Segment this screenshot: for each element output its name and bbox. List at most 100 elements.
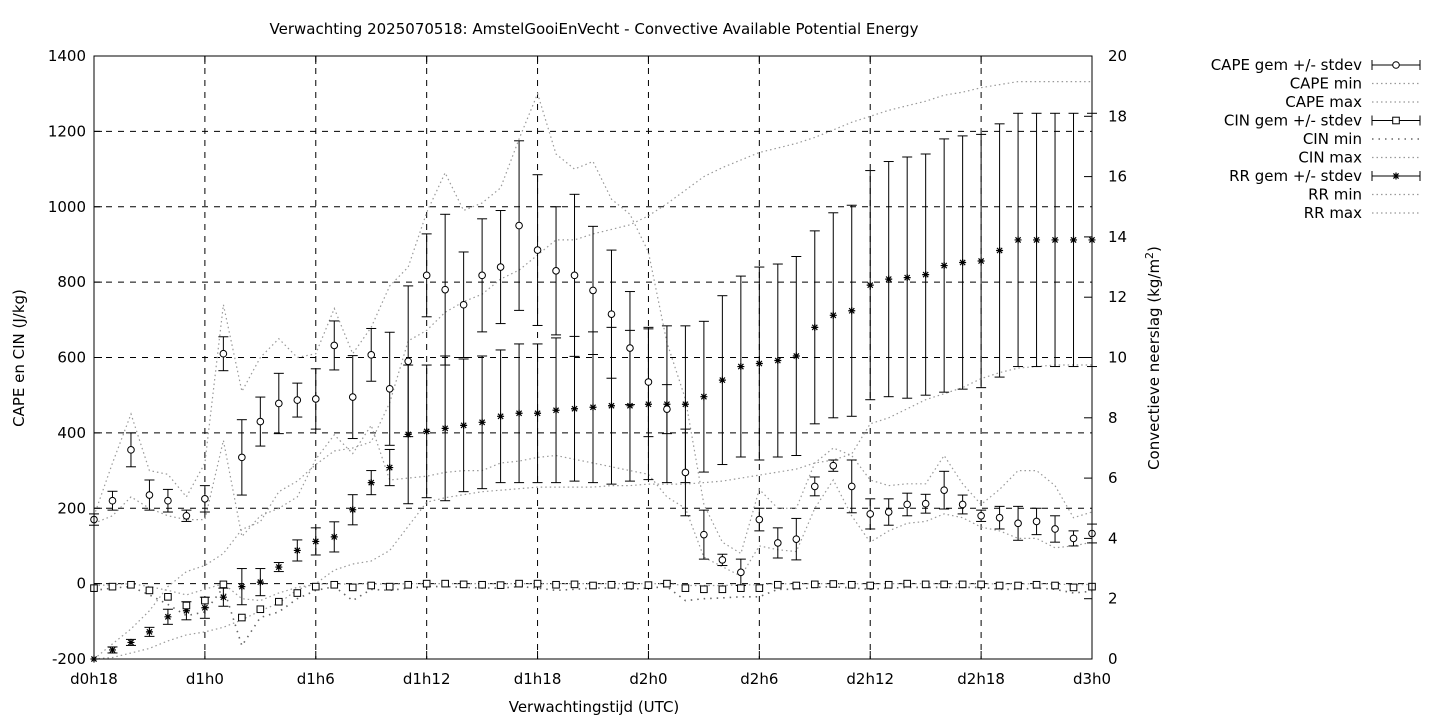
legend-label: CIN gem +/- stdev	[1224, 112, 1362, 130]
rr-mean-point	[219, 593, 227, 601]
y2-tick-label: 12	[1108, 288, 1127, 306]
rr-mean-point	[848, 307, 856, 315]
rr-mean-point	[367, 479, 375, 487]
cape-mean-point	[441, 285, 449, 294]
cin-mean-point	[422, 579, 431, 588]
cin-mean-point	[737, 584, 745, 592]
series-layer	[89, 80, 1097, 663]
cape-mean-point	[238, 453, 246, 462]
cin-mean-point	[755, 584, 764, 592]
x-tick-label: d1h12	[403, 670, 451, 688]
legend-label: CAPE max	[1285, 93, 1362, 111]
y2-tick-label: 4	[1108, 529, 1118, 547]
cin-mean-point	[995, 581, 1004, 590]
cape-mean-point	[589, 286, 597, 295]
rr-mean-point	[829, 311, 837, 319]
rr-min-line	[93, 364, 1092, 660]
cape-mean-point	[663, 405, 671, 413]
cape-mean-point	[275, 399, 283, 408]
rr-mean-point	[1051, 236, 1059, 244]
cin-mean-point	[810, 580, 819, 589]
rr-mean-point	[792, 352, 800, 360]
cape-mean-point	[145, 491, 154, 499]
cin-mean-point	[219, 580, 228, 589]
legend-marker	[1392, 61, 1400, 69]
rr-mean-point	[164, 613, 172, 621]
rr-mean-point	[182, 607, 190, 615]
cape-mean-point	[958, 500, 967, 509]
cape-mean-point	[256, 417, 265, 426]
cin-mean-point	[145, 586, 154, 595]
rr-mean-point	[700, 393, 708, 401]
cin-mean-point	[977, 580, 985, 589]
rr-mean-point	[940, 262, 948, 270]
cin-mean-point	[1032, 580, 1041, 589]
legend-marker	[1392, 172, 1400, 180]
cin-mean-point	[700, 585, 708, 594]
axis-ticks	[93, 55, 1093, 660]
cin-mean-point	[866, 581, 875, 590]
cape-mean-point	[459, 300, 468, 309]
cape-mean-point	[607, 310, 616, 318]
x-tick-label: d0h18	[70, 670, 118, 688]
legend-label: CAPE min	[1290, 75, 1362, 93]
cape-mean-point	[348, 393, 357, 401]
rr-mean-point	[885, 275, 893, 283]
rr-mean-point	[534, 409, 542, 417]
rr-mean-point	[312, 537, 320, 545]
cin-mean-point	[552, 580, 560, 589]
cape-mean-point	[847, 482, 856, 491]
x-tick-label: d2h6	[740, 670, 778, 688]
cape-mean-point	[977, 511, 985, 520]
cin-mean-point	[681, 584, 690, 592]
cin-mean-point	[478, 580, 486, 589]
cape-mean-point	[681, 468, 690, 477]
cin-mean-point	[182, 601, 191, 610]
cin-mean-point	[367, 581, 376, 590]
y-tick-label: 1000	[48, 198, 86, 216]
rr-mean-point	[275, 563, 283, 571]
cin-mean-point	[459, 580, 468, 589]
cin-mean-point	[570, 580, 579, 589]
cape-mean-point	[995, 513, 1004, 522]
cape-mean-point	[626, 344, 634, 352]
cape-mean-point	[404, 357, 412, 366]
rr-mean-point	[460, 421, 468, 429]
cin-mean-point	[626, 581, 634, 590]
cape-mean-point	[293, 396, 302, 404]
cape-mean-point	[1069, 534, 1078, 543]
rr-mean-point	[108, 646, 116, 654]
cape-mean-point	[219, 349, 228, 358]
tick-labels: -200 0 200 400 600 800 1000 1200 1400 0 2 4 6 8 10 12 14…	[48, 47, 1127, 688]
cape-mean-point	[552, 267, 560, 275]
cin-mean-point	[774, 580, 782, 589]
y-tick-label: 600	[57, 349, 86, 367]
cin-mean-point	[238, 613, 246, 622]
x-tick-label: d2h0	[629, 670, 667, 688]
rr-mean-point	[330, 533, 338, 541]
cin-mean-point	[1069, 583, 1078, 592]
rr-mean-point	[386, 464, 394, 472]
rr-mean-point	[478, 418, 486, 426]
cape-mean-point	[1014, 519, 1022, 528]
cin-mean-point	[348, 583, 357, 592]
cape-mean-point	[182, 511, 191, 520]
rr-mean-point	[922, 271, 930, 279]
legend-label: CIN min	[1303, 130, 1362, 148]
cin-mean-point	[884, 580, 893, 589]
rr-mean-point	[774, 357, 782, 365]
rr-mean-point	[866, 281, 874, 289]
y-tick-label: -200	[52, 650, 86, 668]
rr-mean-point	[127, 638, 135, 646]
cin-mean-point	[496, 581, 505, 589]
cin-mean-point	[1051, 581, 1059, 590]
rr-mean-point	[1070, 236, 1078, 244]
y2-axis-label-main: Convectieve neerslag (kg/m	[1145, 259, 1163, 470]
y2-tick-label: 14	[1108, 228, 1127, 246]
x-tick-label: d3h0	[1073, 670, 1111, 688]
cin-mean-point	[256, 605, 265, 614]
cin-mean-point	[533, 579, 542, 588]
y2-tick-label: 20	[1108, 47, 1127, 65]
y-tick-label: 1400	[48, 47, 86, 65]
